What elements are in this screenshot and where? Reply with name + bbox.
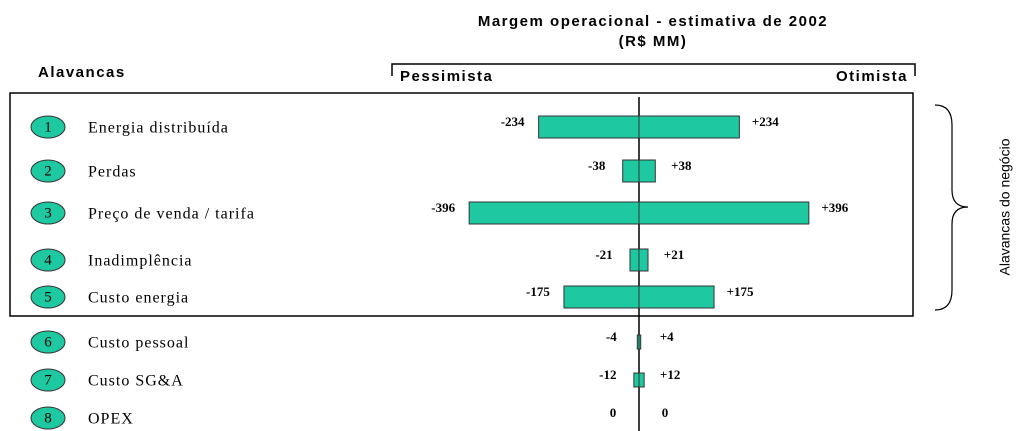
number-label: 6 — [44, 334, 52, 350]
bar — [638, 159, 656, 183]
number-badge — [30, 406, 66, 430]
number-badge — [30, 115, 66, 139]
category-label: Preço de venda / tarifa — [88, 206, 255, 223]
value-label: +21 — [664, 247, 684, 262]
group-brace — [934, 104, 969, 311]
number-label: 5 — [44, 289, 52, 305]
number-badge — [30, 248, 66, 272]
bar — [633, 372, 640, 388]
category-label: Energia distribuída — [88, 120, 229, 137]
bar — [638, 115, 740, 139]
category-label: Custo energia — [88, 290, 189, 307]
bar — [629, 248, 640, 272]
bar — [638, 285, 715, 309]
legend-otimista: Otimista — [836, 68, 908, 85]
value-label: 0 — [610, 405, 617, 420]
bar — [563, 285, 640, 309]
number-label: 8 — [44, 410, 52, 426]
number-label: 7 — [44, 372, 52, 388]
value-label: 0 — [662, 405, 669, 420]
number-label: 1 — [44, 119, 52, 135]
value-label: -21 — [595, 247, 612, 262]
category-header: Alavancas — [38, 64, 126, 81]
category-label: Custo SG&A — [88, 373, 184, 390]
category-label: Custo pessoal — [88, 335, 189, 352]
value-label: -396 — [431, 200, 455, 215]
number-label: 4 — [44, 252, 52, 268]
value-label: -38 — [588, 158, 606, 173]
value-label: -4 — [606, 329, 617, 344]
bar — [638, 201, 810, 225]
bar — [638, 372, 645, 388]
value-label: +396 — [821, 200, 848, 215]
value-label: +234 — [752, 114, 779, 129]
category-label: OPEX — [88, 411, 134, 428]
value-label: +4 — [660, 329, 674, 344]
value-label: +12 — [660, 367, 680, 382]
number-badge — [30, 159, 66, 183]
number-label: 3 — [44, 205, 52, 221]
number-badge — [30, 368, 66, 392]
category-label: Inadimplência — [88, 253, 193, 270]
bar — [468, 201, 640, 225]
category-label: Perdas — [88, 164, 137, 181]
value-label: -175 — [526, 284, 550, 299]
chart-title: Margem operacional - estimativa de 2002 — [478, 13, 828, 30]
value-label: +38 — [671, 158, 692, 173]
number-label: 2 — [44, 163, 52, 179]
bar — [538, 115, 640, 139]
number-badge — [30, 330, 66, 354]
group-label: Alavancas do negócio — [997, 138, 1013, 275]
value-label: -234 — [501, 114, 525, 129]
header-bracket — [391, 63, 916, 76]
bar — [622, 159, 640, 183]
legend-pessimista: Pessimista — [400, 68, 493, 85]
value-label: -12 — [599, 367, 616, 382]
value-label: +175 — [727, 284, 754, 299]
number-badge — [30, 285, 66, 309]
bar — [638, 248, 649, 272]
number-badge — [30, 201, 66, 225]
group-box — [9, 92, 914, 317]
chart-subtitle: (R$ MM) — [619, 33, 688, 50]
bar — [638, 334, 642, 350]
